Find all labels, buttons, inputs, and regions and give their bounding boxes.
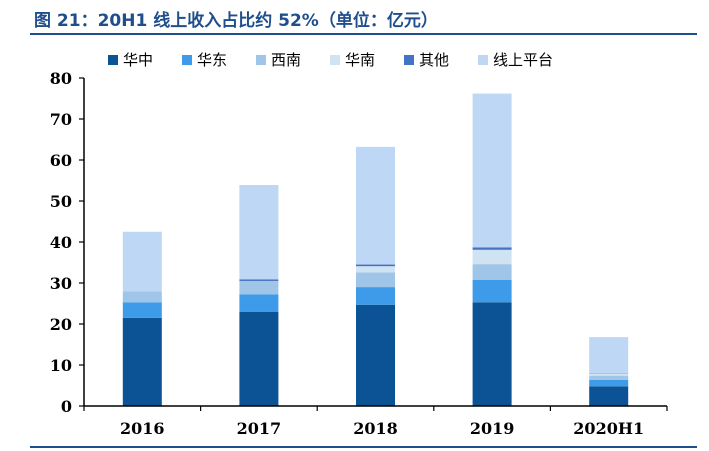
bar-华东-2017	[239, 294, 279, 312]
y-tick-label: 30	[50, 274, 72, 293]
bar-华东-2019	[472, 279, 512, 303]
bar-华东-2018	[356, 287, 395, 305]
bar-线上平台-2019	[472, 93, 512, 248]
bottom-rule	[30, 446, 697, 448]
axes-layer: 0 10 20 30 40 50 60 70 80 2016 2017 2018 2019 2020H1	[50, 69, 668, 438]
bar-华中-2020H1	[589, 386, 629, 406]
figure-title: 图 21：20H1 线上收入占比约 52%（单位：亿元）	[34, 11, 438, 31]
bar-华中-2019	[472, 302, 512, 406]
bar-华中-2016	[122, 317, 162, 406]
legend-label: 其他	[419, 51, 449, 69]
title-rule	[30, 33, 697, 35]
bar-西南-2017	[239, 280, 279, 295]
bar-华东-2016	[122, 302, 162, 318]
y-tick-label: 40	[50, 233, 72, 252]
bars-layer	[122, 93, 629, 406]
bar-华中-2018	[356, 304, 395, 406]
legend-swatch	[330, 55, 340, 65]
legend-swatch	[478, 55, 488, 65]
legend-label: 华中	[123, 51, 153, 69]
bar-其他-2019	[472, 247, 512, 250]
legend-label: 线上平台	[493, 51, 553, 69]
bar-西南-2020H1	[589, 375, 629, 380]
legend-swatch	[256, 55, 266, 65]
bar-线上平台-2018	[356, 146, 395, 265]
y-tick-label: 20	[50, 315, 72, 334]
bar-华东-2020H1	[589, 379, 629, 387]
bar-华南-2019	[472, 249, 512, 265]
y-tick-label: 50	[50, 192, 72, 211]
legend-swatch	[404, 55, 414, 65]
y-tick-label: 0	[61, 397, 72, 416]
x-tick-label: 2018	[353, 419, 398, 438]
legend: 华中 华东 西南 华南 其他 线上平台	[108, 51, 553, 69]
bar-线上平台-2017	[239, 185, 279, 280]
legend-swatch	[182, 55, 192, 65]
bar-西南-2016	[122, 291, 162, 303]
legend-swatch	[108, 55, 118, 65]
legend-label: 华东	[197, 51, 227, 69]
bar-西南-2018	[356, 272, 395, 288]
y-tick-label: 80	[50, 69, 72, 88]
y-tick-label: 10	[50, 356, 72, 375]
x-tick-label: 2017	[237, 419, 282, 438]
bar-其他-2018	[356, 264, 395, 267]
x-tick-label: 2019	[470, 419, 515, 438]
x-tick-label: 2020H1	[573, 419, 644, 438]
bar-线上平台-2016	[122, 231, 162, 292]
bar-其他-2017	[239, 279, 279, 281]
bar-西南-2019	[472, 264, 512, 280]
x-tick-label: 2016	[120, 419, 165, 438]
legend-label: 华南	[345, 51, 375, 69]
legend-label: 西南	[271, 51, 301, 69]
y-tick-label: 60	[50, 151, 72, 170]
bar-华南-2020H1	[589, 373, 629, 376]
bar-华中-2017	[239, 311, 279, 406]
bar-线上平台-2020H1	[589, 337, 629, 374]
bar-华南-2018	[356, 266, 395, 273]
y-tick-label: 70	[50, 110, 72, 129]
